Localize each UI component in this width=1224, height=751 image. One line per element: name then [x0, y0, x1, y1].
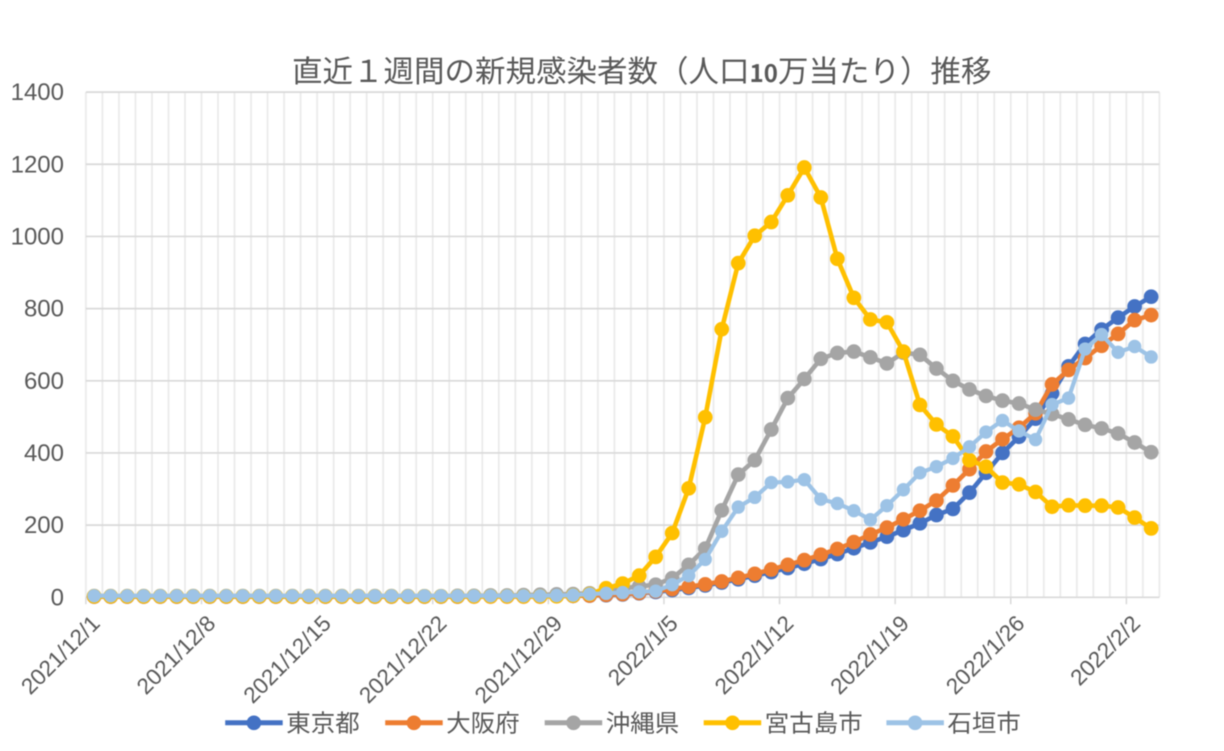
svg-text:600: 600 [24, 368, 64, 395]
svg-text:1000: 1000 [11, 223, 64, 250]
svg-text:1200: 1200 [11, 151, 64, 178]
svg-text:800: 800 [24, 296, 64, 323]
svg-text:1400: 1400 [11, 79, 64, 106]
svg-text:200: 200 [24, 512, 64, 539]
svg-text:400: 400 [24, 440, 64, 467]
svg-text:0: 0 [51, 584, 64, 611]
